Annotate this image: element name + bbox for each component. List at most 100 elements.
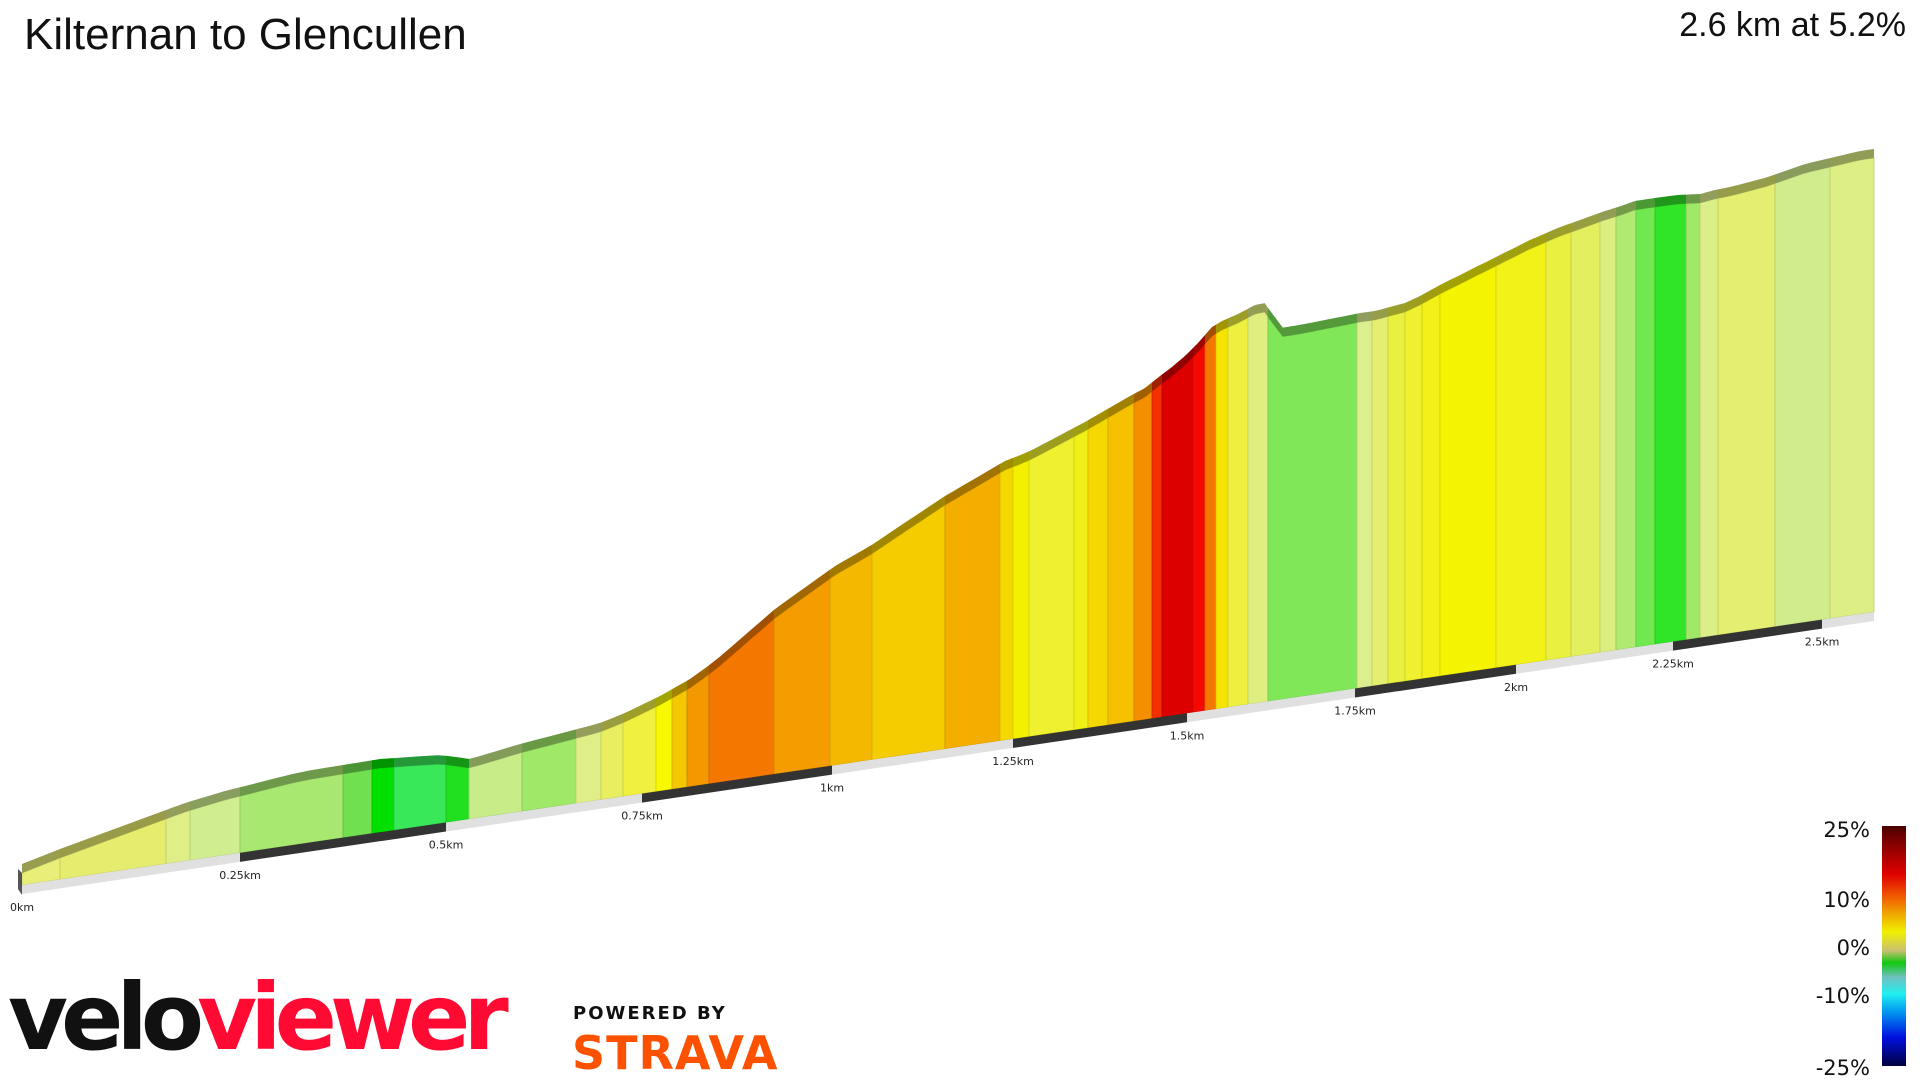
climb-summary: 2.6 km at 5.2%	[1679, 6, 1906, 44]
distance-tick-label: 2.5km	[1805, 636, 1840, 649]
gradient-segment	[1717, 182, 1776, 636]
distance-tick-label: 0.25km	[219, 869, 261, 882]
distance-tick-label: 1.5km	[1170, 729, 1205, 742]
gradient-segment	[1421, 293, 1441, 680]
gradient-segment	[1829, 157, 1875, 619]
gradient-segment	[1227, 317, 1249, 708]
ridge-face	[1248, 303, 1268, 318]
distance-tick-label: 0km	[10, 901, 34, 914]
axis-band	[22, 852, 240, 894]
ridge-face	[1162, 348, 1193, 384]
axis-band	[1516, 641, 1673, 674]
ridge-face	[656, 689, 672, 707]
ridge-face	[522, 729, 576, 753]
ridge-face	[1372, 307, 1388, 321]
gradient-segment	[1774, 166, 1831, 628]
page-title: Kilternan to Glencullen	[24, 10, 467, 59]
ridge-face	[1422, 285, 1440, 304]
ridge-face	[22, 849, 60, 873]
gradient-segment	[1107, 402, 1135, 726]
profile-ridge	[18, 149, 1874, 895]
gradient-segment	[1387, 311, 1406, 685]
ridge-face	[709, 609, 774, 675]
ridge-face	[1636, 198, 1655, 210]
gradient-segment	[655, 697, 673, 793]
ridge-face	[166, 801, 190, 819]
gradient-segment	[1654, 203, 1687, 645]
ridge-face	[1616, 200, 1636, 217]
ridge-face	[1000, 457, 1013, 473]
ridge-face	[1228, 308, 1248, 328]
ridge-face	[1193, 335, 1205, 357]
ridge-face	[190, 787, 240, 811]
distance-tick-label: 0.5km	[429, 839, 464, 852]
logo-viewer: viewer	[197, 964, 509, 1071]
gradient-segment	[1615, 209, 1637, 651]
gradient-segment	[1685, 202, 1701, 641]
gradient-segment	[1215, 326, 1229, 710]
ridge-face	[774, 569, 830, 619]
ridge-face	[1205, 324, 1216, 344]
axis-band	[1355, 664, 1516, 698]
ridge-face	[372, 758, 394, 770]
ridge-face	[1440, 257, 1496, 294]
axis-band	[1187, 688, 1355, 723]
ridge-face	[1700, 189, 1718, 203]
axis-band	[832, 738, 1013, 775]
ridge-face	[1405, 294, 1422, 312]
gradient-segment	[1570, 221, 1601, 658]
distance-tick-label: 1.75km	[1334, 705, 1376, 718]
ridge-face	[1108, 393, 1134, 418]
veloviewer-logo: veloviewer	[8, 972, 509, 1064]
ridge-face	[446, 755, 469, 768]
gradient-segment	[1151, 382, 1163, 719]
gradient-segment	[686, 673, 710, 788]
gradient-segment	[1356, 319, 1373, 689]
strava-logo: STRAVA	[572, 1026, 779, 1080]
gradient-segment	[671, 689, 688, 790]
distance-tick-labels: 0km 0.25km 0.5km 0.75km 1km 1.25km 1.5km 1.75km…	[10, 636, 1839, 914]
gradient-segment	[999, 466, 1014, 742]
ridge-face	[240, 765, 343, 797]
distance-tick-label: 1.25km	[992, 755, 1034, 768]
start-cap	[18, 869, 22, 895]
ridge-face	[1029, 427, 1074, 461]
legend-label-neg10: -10%	[1815, 984, 1870, 1008]
gradient-segment	[575, 731, 602, 804]
gradient-segment	[1495, 241, 1547, 669]
gradient-segment	[600, 722, 624, 801]
gradient-segment	[1635, 206, 1656, 648]
gradient-legend: 25% 10% 0% -10% -25%	[1796, 818, 1906, 1080]
distance-tick-label: 2km	[1504, 681, 1528, 694]
ridge-face	[576, 722, 601, 739]
ridge-face	[1134, 382, 1152, 403]
ridge-face	[1496, 233, 1546, 266]
ridge-face	[1600, 207, 1616, 222]
gradient-segment	[393, 763, 447, 831]
gradient-segment	[944, 472, 1001, 750]
gradient-segment	[1204, 332, 1217, 712]
ridge-face	[1388, 303, 1405, 317]
gradient-segment	[1699, 197, 1719, 639]
ridge-face	[872, 496, 945, 554]
gradient-segment	[1404, 303, 1423, 682]
axis-band	[1673, 619, 1822, 651]
ridge-face	[1775, 158, 1830, 184]
powered-by-label: POWERED BY	[573, 1003, 727, 1024]
gradient-segment	[1439, 265, 1497, 677]
gradient-segment	[1087, 417, 1109, 729]
gradient-segment	[1028, 436, 1075, 738]
distance-tick-label: 0.75km	[621, 810, 663, 823]
gradient-segments	[21, 157, 1875, 886]
gradient-segment	[829, 552, 873, 767]
ridge-face	[1718, 174, 1775, 199]
ridge-face	[687, 665, 709, 690]
gradient-segment	[445, 764, 470, 823]
axis-band	[1013, 713, 1187, 748]
gradient-segment	[1133, 390, 1153, 722]
ridge-face	[1074, 420, 1088, 437]
axis-band	[240, 822, 446, 862]
ridge-face	[469, 743, 522, 768]
ridge-face	[1152, 374, 1162, 392]
